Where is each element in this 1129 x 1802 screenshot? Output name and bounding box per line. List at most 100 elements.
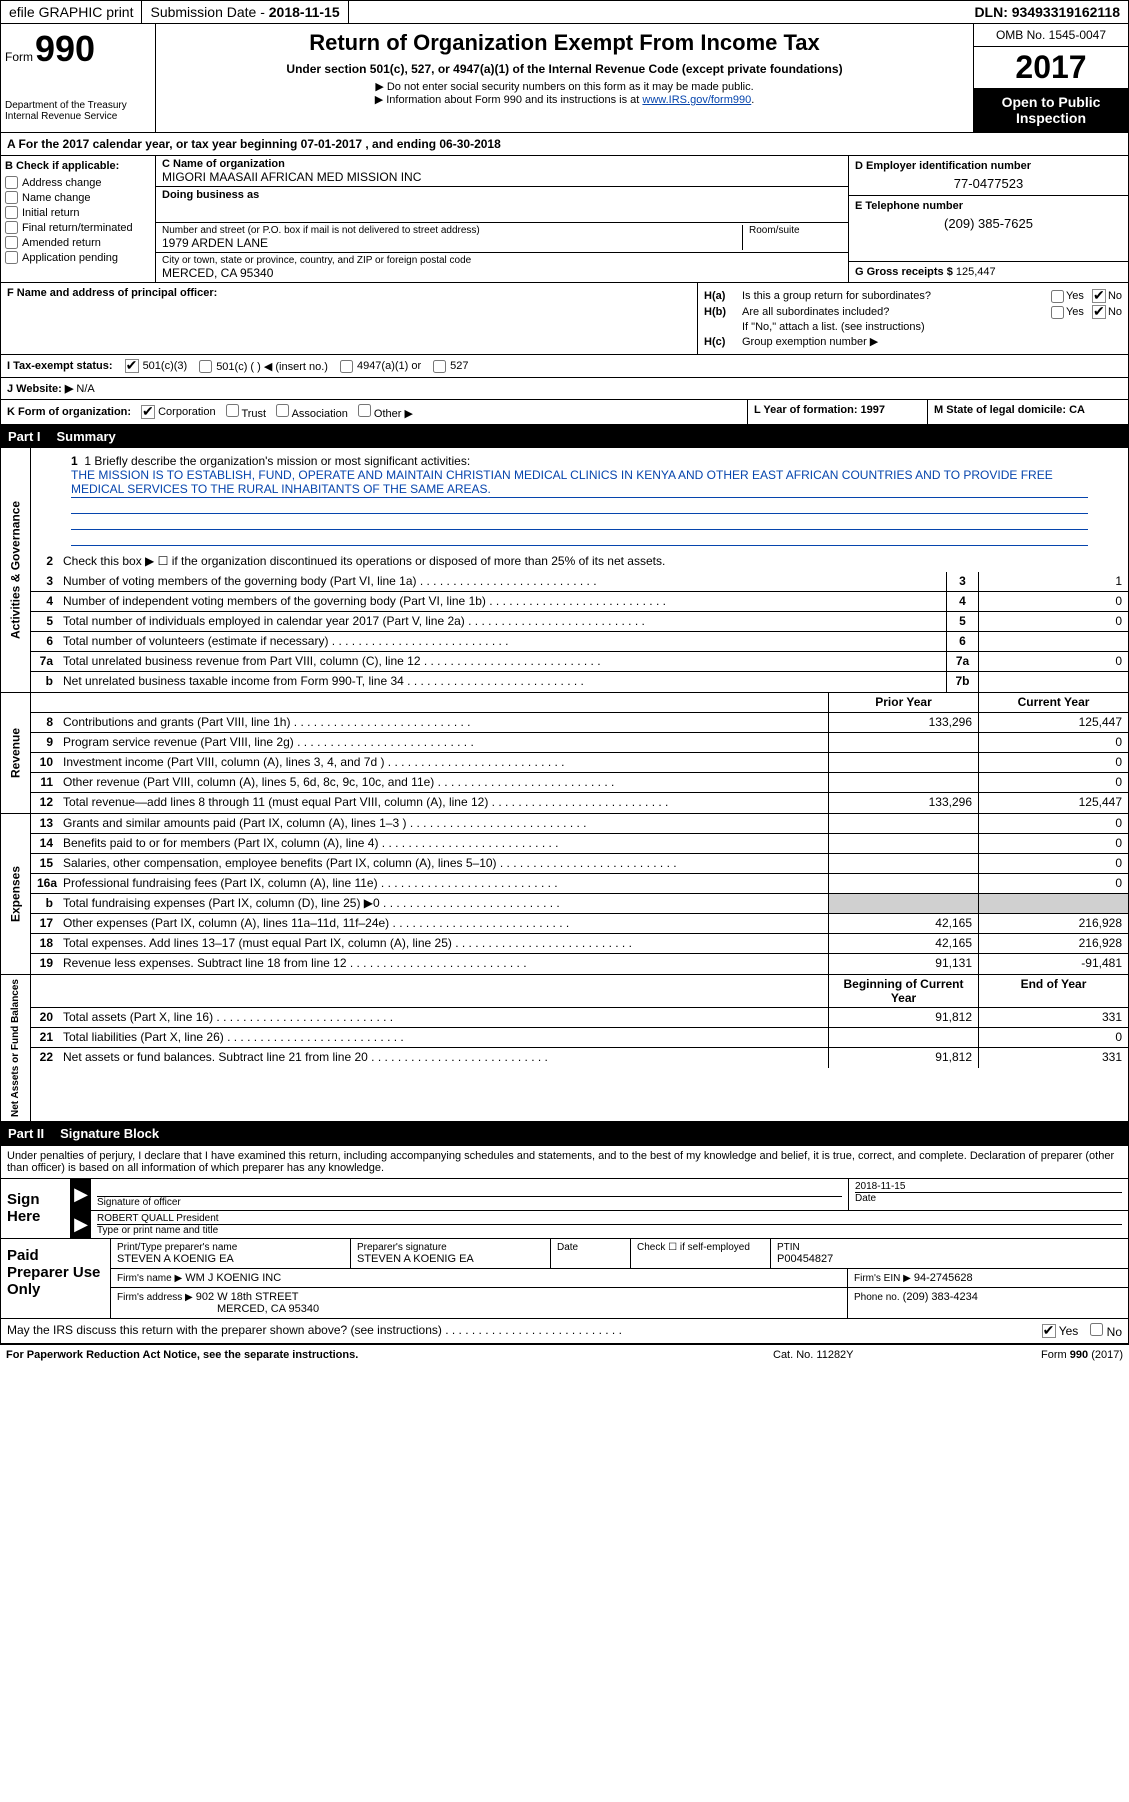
row-curr: 0 bbox=[978, 874, 1128, 893]
opt-other[interactable]: Other ▶ bbox=[358, 404, 413, 420]
row-box: 7a bbox=[946, 652, 978, 671]
chk-amended-return[interactable]: Amended return bbox=[5, 236, 151, 249]
summary-row: 20 Total assets (Part X, line 16) 91,812… bbox=[31, 1008, 1128, 1028]
phone-label: E Telephone number bbox=[855, 200, 1122, 212]
row-curr: 125,447 bbox=[978, 713, 1128, 732]
summary-row: 21 Total liabilities (Part X, line 26) 0 bbox=[31, 1028, 1128, 1048]
street-value: 1979 ARDEN LANE bbox=[162, 236, 742, 250]
form-title: Return of Organization Exempt From Incom… bbox=[176, 30, 953, 56]
opt-501c3[interactable]: 501(c)(3) bbox=[125, 359, 188, 373]
row-value: 0 bbox=[978, 652, 1128, 671]
ptin-value: P00454827 bbox=[777, 1253, 1122, 1265]
ha-no[interactable]: No bbox=[1092, 289, 1122, 303]
summary-row: 13 Grants and similar amounts paid (Part… bbox=[31, 814, 1128, 834]
prior-year-header: Prior Year bbox=[828, 693, 978, 712]
mission-intro: 1 1 Briefly describe the organization's … bbox=[71, 454, 1088, 468]
topbar: efile GRAPHIC print Submission Date - 20… bbox=[0, 0, 1129, 24]
row-desc: Contributions and grants (Part VIII, lin… bbox=[59, 713, 828, 732]
summary-row: 19 Revenue less expenses. Subtract line … bbox=[31, 954, 1128, 974]
opt-trust[interactable]: Trust bbox=[226, 404, 267, 420]
row-value bbox=[978, 632, 1128, 651]
hb-no[interactable]: No bbox=[1092, 305, 1122, 319]
row-prior bbox=[828, 753, 978, 772]
opt-4947[interactable]: 4947(a)(1) or bbox=[340, 360, 421, 373]
firm-addr1: 902 W 18th STREET bbox=[196, 1291, 299, 1303]
sign-here-label: Sign Here bbox=[1, 1179, 71, 1238]
chk-initial-return[interactable]: Initial return bbox=[5, 206, 151, 219]
dln: DLN: 93493319162118 bbox=[966, 1, 1128, 23]
opt-corp[interactable]: Corporation bbox=[141, 405, 216, 419]
principal-officer-label: F Name and address of principal officer: bbox=[7, 287, 691, 299]
chk-final-return[interactable]: Final return/terminated bbox=[5, 221, 151, 234]
form-of-org: K Form of organization: Corporation Trus… bbox=[1, 400, 748, 424]
footer-catno: Cat. No. 11282Y bbox=[773, 1349, 973, 1361]
firm-name: WM J KOENIG INC bbox=[185, 1272, 281, 1284]
chk-name-change[interactable]: Name change bbox=[5, 191, 151, 204]
summary-row: 10 Investment income (Part VIII, column … bbox=[31, 753, 1128, 773]
firm-phone: (209) 383-4234 bbox=[903, 1291, 978, 1303]
row-curr: 0 bbox=[978, 834, 1128, 853]
row-value: 1 bbox=[978, 572, 1128, 591]
discuss-yes[interactable]: Yes bbox=[1042, 1324, 1079, 1339]
row-prior bbox=[828, 814, 978, 833]
vert-revenue: Revenue bbox=[1, 693, 31, 813]
row-box: 5 bbox=[946, 612, 978, 631]
part1-header: Part I Summary bbox=[0, 425, 1129, 448]
row-value: 0 bbox=[978, 592, 1128, 611]
chk-application-pending[interactable]: Application pending bbox=[5, 251, 151, 264]
phone-value: (209) 385-7625 bbox=[855, 212, 1122, 231]
summary-row: 4 Number of independent voting members o… bbox=[31, 592, 1128, 612]
ein-label: D Employer identification number bbox=[855, 160, 1122, 172]
website-value: N/A bbox=[76, 383, 94, 395]
row-desc: Total revenue—add lines 8 through 11 (mu… bbox=[59, 793, 828, 813]
row-desc: Grants and similar amounts paid (Part IX… bbox=[59, 814, 828, 833]
summary-row: 16a Professional fundraising fees (Part … bbox=[31, 874, 1128, 894]
row-desc: Other expenses (Part IX, column (A), lin… bbox=[59, 914, 828, 933]
summary-row: 9 Program service revenue (Part VIII, li… bbox=[31, 733, 1128, 753]
website-row: J Website: ▶ N/A bbox=[0, 378, 1129, 400]
row-desc: Salaries, other compensation, employee b… bbox=[59, 854, 828, 873]
gross-label: G Gross receipts $ bbox=[855, 266, 956, 278]
hc-text: Group exemption number ▶ bbox=[742, 335, 1122, 348]
footer-formnum: Form 990 (2017) bbox=[973, 1349, 1123, 1361]
row-desc: Program service revenue (Part VIII, line… bbox=[59, 733, 828, 752]
row-box: 7b bbox=[946, 672, 978, 692]
sign-date: 2018-11-15 bbox=[855, 1181, 1122, 1193]
submission-date: Submission Date - 2018-11-15 bbox=[142, 1, 348, 23]
summary-row: b Total fundraising expenses (Part IX, c… bbox=[31, 894, 1128, 914]
opt-527[interactable]: 527 bbox=[433, 360, 468, 373]
arrow-icon: ▶ bbox=[71, 1211, 91, 1238]
firm-name-label: Firm's name ▶ bbox=[117, 1273, 182, 1284]
summary-row: 3 Number of voting members of the govern… bbox=[31, 572, 1128, 592]
city-label: City or town, state or province, country… bbox=[162, 255, 842, 266]
row-desc: Number of independent voting members of … bbox=[59, 592, 946, 611]
preparer-sig-label: Preparer's signature bbox=[357, 1242, 544, 1253]
opt-assoc[interactable]: Association bbox=[276, 404, 348, 420]
summary-row: 17 Other expenses (Part IX, column (A), … bbox=[31, 914, 1128, 934]
ha-yes[interactable]: Yes bbox=[1051, 289, 1084, 303]
year-formation: L Year of formation: 1997 bbox=[748, 400, 928, 424]
row-prior: 42,165 bbox=[828, 934, 978, 953]
summary-row: b Net unrelated business taxable income … bbox=[31, 672, 1128, 692]
row-desc: Benefits paid to or for members (Part IX… bbox=[59, 834, 828, 853]
mission-text: THE MISSION IS TO ESTABLISH, FUND, OPERA… bbox=[71, 468, 1088, 498]
summary-row: 15 Salaries, other compensation, employe… bbox=[31, 854, 1128, 874]
opt-501c[interactable]: 501(c) ( ) ◀ (insert no.) bbox=[199, 360, 328, 373]
tax-year: 2017 bbox=[974, 47, 1128, 88]
row-desc: Total liabilities (Part X, line 26) bbox=[59, 1028, 828, 1047]
firm-addr-label: Firm's address ▶ bbox=[117, 1292, 193, 1303]
begin-year-header: Beginning of Current Year bbox=[828, 975, 978, 1007]
hc-label: H(c) bbox=[704, 336, 742, 348]
penalty-statement: Under penalties of perjury, I declare th… bbox=[0, 1145, 1129, 1179]
row-box: 4 bbox=[946, 592, 978, 611]
row-prior bbox=[828, 1028, 978, 1047]
irs-link[interactable]: www.IRS.gov/form990 bbox=[642, 94, 751, 106]
hb-label: H(b) bbox=[704, 306, 742, 318]
row-prior bbox=[828, 773, 978, 792]
hb-yes[interactable]: Yes bbox=[1051, 305, 1084, 319]
summary-row: 14 Benefits paid to or for members (Part… bbox=[31, 834, 1128, 854]
org-name-label: C Name of organization bbox=[162, 158, 842, 170]
discuss-no[interactable]: No bbox=[1090, 1323, 1122, 1339]
row-prior: 133,296 bbox=[828, 713, 978, 732]
chk-address-change[interactable]: Address change bbox=[5, 176, 151, 189]
